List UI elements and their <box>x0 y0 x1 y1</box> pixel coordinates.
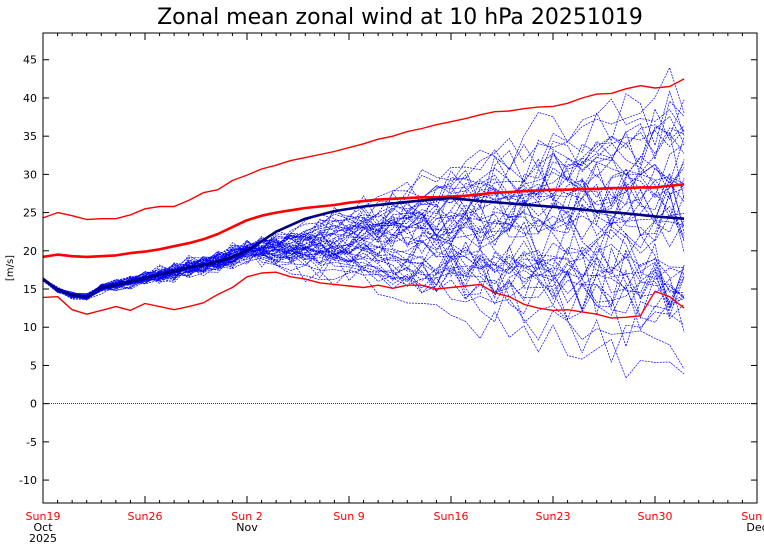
climatology-upper-line <box>42 78 685 221</box>
ensemble-member-line <box>42 243 685 316</box>
ensemble-member-line <box>42 252 685 379</box>
ensemble-member-line <box>42 167 685 298</box>
y-tick-label: 20 <box>23 245 37 258</box>
ensemble-member-line <box>42 195 685 298</box>
x-tick-month-label: Oct <box>33 521 53 534</box>
ensemble-member-lines <box>42 66 685 379</box>
ensemble-member-line <box>42 162 685 299</box>
ensemble-member-line <box>42 234 685 309</box>
y-tick-label: -5 <box>26 436 37 449</box>
ensemble-member-line <box>42 127 685 298</box>
x-tick-month-label: Dec <box>746 521 764 534</box>
ensemble-member-line <box>42 99 685 299</box>
highlighted-series <box>42 78 685 319</box>
plot-frame <box>42 32 758 504</box>
y-tick-label: 10 <box>23 321 37 334</box>
x-tick-label: Sun 7 <box>741 510 764 523</box>
y-tick-label: 45 <box>23 54 37 67</box>
ensemble-member-line <box>42 244 685 370</box>
x-tick-label: Sun26 <box>128 510 163 523</box>
ensemble-member-line <box>42 205 685 297</box>
x-tick-year-label: 2025 <box>29 532 57 545</box>
ensemble-member-line <box>42 107 685 301</box>
ensemble-member-line <box>42 100 685 297</box>
ensemble-member-line <box>42 246 685 307</box>
x-tick-month-label: Nov <box>236 521 258 534</box>
ensemble-member-line <box>42 90 685 295</box>
y-tick-label: -10 <box>19 474 37 487</box>
y-tick-label: 15 <box>23 283 37 296</box>
ensemble-member-line <box>42 239 685 348</box>
ensemble-member-line <box>42 236 685 303</box>
y-tick-label: 25 <box>23 207 37 220</box>
ensemble-member-line <box>42 240 685 296</box>
chart-title: Zonal mean zonal wind at 10 hPa 20251019 <box>157 5 643 30</box>
x-tick-label: Sun 2 <box>231 510 262 523</box>
x-tick-label: Sun 9 <box>333 510 364 523</box>
ensemble-member-line <box>42 232 685 304</box>
x-tick-label: Sun23 <box>536 510 571 523</box>
axes <box>42 32 758 504</box>
analysis-line <box>42 249 248 299</box>
ensemble-member-line <box>42 66 685 300</box>
ensemble-member-line <box>42 159 685 300</box>
ensemble-member-line <box>42 115 685 300</box>
ensemble-member-line <box>42 247 685 364</box>
y-tick-label: 40 <box>23 92 37 105</box>
ensemble-member-line <box>42 242 685 319</box>
ensemble-member-line <box>42 231 685 295</box>
y-axis-label: [m/s] <box>5 255 16 281</box>
x-tick-label: Sun16 <box>434 510 469 523</box>
ensemble-member-line <box>42 129 685 300</box>
climatology-mean-line <box>42 183 685 259</box>
ensemble-mean-line <box>246 196 685 252</box>
y-tick-label: 5 <box>30 359 37 372</box>
x-tick-label: Sun19 <box>26 510 61 523</box>
y-tick-label: 35 <box>23 130 37 143</box>
tick-labels: -10-5051015202530354045Sun19Oct2025Sun26… <box>19 54 764 545</box>
climatology-lower-line <box>42 271 685 319</box>
y-tick-label: 0 <box>30 398 37 411</box>
ensemble-member-line <box>42 168 685 299</box>
y-tick-label: 30 <box>23 168 37 181</box>
x-tick-label: Sun30 <box>638 510 673 523</box>
ensemble-member-line <box>42 131 685 298</box>
